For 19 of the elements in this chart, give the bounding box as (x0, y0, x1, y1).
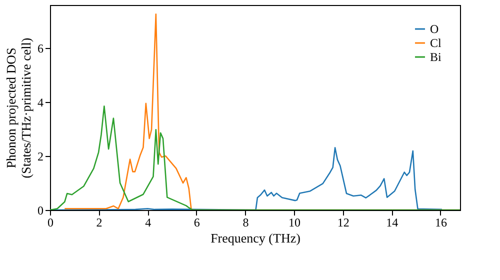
y-axis-title: Phonon projected DOS (States/THz·primitive cell) (4, 38, 34, 178)
y-tick-label: 0 (38, 204, 44, 218)
x-axis-title: Frequency (THz) (210, 230, 300, 246)
x-tick-label: 6 (194, 216, 200, 230)
x-tick-label: 12 (337, 216, 350, 230)
x-tick-label: 14 (386, 216, 398, 230)
x-tick-label: 2 (96, 216, 102, 230)
x-tick-label: 8 (242, 216, 249, 230)
legend-label: O (430, 22, 439, 36)
x-tick-label: 0 (48, 216, 54, 230)
y-tick-label: 6 (38, 42, 44, 56)
legend-label: Cl (430, 36, 442, 50)
line-series (50, 106, 460, 210)
x-tick-label: 4 (145, 216, 152, 230)
x-tick-label: 16 (434, 216, 447, 230)
x-tick-label: 10 (288, 216, 301, 230)
legend-label: Bi (430, 50, 442, 64)
y-tick-label: 2 (38, 150, 44, 164)
y-tick-label: 4 (38, 96, 44, 110)
